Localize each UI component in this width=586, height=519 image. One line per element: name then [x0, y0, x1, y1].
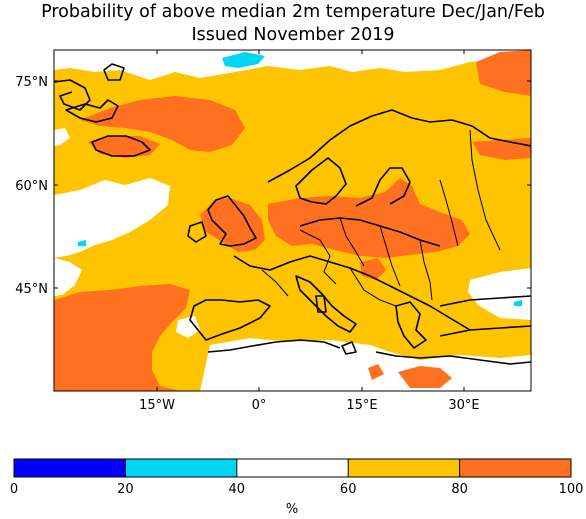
latitude-axis: 75°N 60°N 45°N — [15, 75, 531, 297]
colorbar-tick-label: 100 — [559, 482, 584, 497]
colorbar-bin — [348, 459, 460, 477]
field-orange-central — [268, 178, 470, 258]
longitude-axis: 15°W 0° 15°E 30°E — [139, 50, 480, 413]
colorbar-tick-label: 20 — [117, 482, 134, 497]
field-orange-greece — [398, 366, 452, 388]
colorbar-tick-label: 80 — [451, 482, 468, 497]
lat-label: 75°N — [15, 75, 48, 90]
field-orange-ne — [476, 50, 531, 96]
field-white-spain — [176, 316, 200, 338]
colorbar-bin — [459, 459, 571, 477]
colorbar-bin — [125, 459, 237, 477]
colorbar: 0 20 40 60 80 100% — [10, 458, 584, 517]
lat-label: 60°N — [15, 179, 48, 194]
field-white-north — [54, 50, 531, 80]
country-borders — [261, 129, 501, 307]
field-orange-north-atlantic — [80, 96, 245, 152]
field-cyan-turkey — [514, 300, 522, 306]
field-orange-southwest — [54, 284, 190, 391]
colorbar-tick-label: 40 — [229, 482, 246, 497]
map-title: Probability of above median 2m temperatu… — [41, 2, 545, 22]
lon-label: 30°E — [448, 398, 479, 413]
colorbar-tick-label: 0 — [10, 482, 18, 497]
field-cyan-north — [222, 52, 265, 68]
field-orange-aegean — [368, 364, 384, 380]
lon-label: 0° — [252, 398, 267, 413]
field-white-turkey — [468, 268, 531, 320]
lon-label: 15°E — [346, 398, 377, 413]
colorbar-tick-label: 60 — [340, 482, 357, 497]
colorbar-unit: % — [286, 502, 298, 517]
map-frame — [53, 49, 532, 392]
field-white-atlantic — [54, 178, 170, 258]
field-orange-uk — [200, 198, 265, 252]
map-subtitle: Issued November 2019 — [191, 25, 395, 45]
field-white-atlantic-south — [54, 258, 82, 296]
field-white-iceland-sea — [54, 128, 70, 146]
probability-field — [54, 50, 531, 391]
lon-label: 15°W — [139, 398, 175, 413]
colorbar-frame — [13, 458, 572, 478]
colorbar-bin — [236, 459, 349, 477]
coastlines — [54, 63, 531, 365]
field-cyan-atlantic — [78, 240, 86, 246]
lat-label: 45°N — [15, 282, 48, 297]
colorbar-bin — [14, 459, 126, 477]
